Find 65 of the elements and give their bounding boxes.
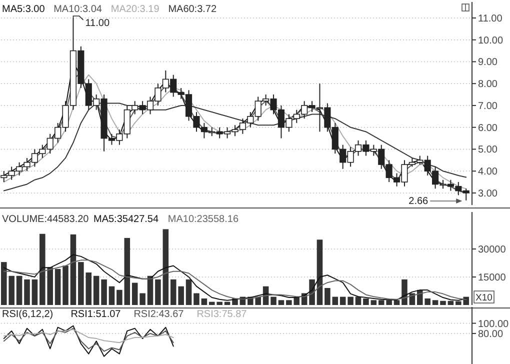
line-series (3, 325, 174, 357)
bar (201, 298, 208, 305)
y-tick-label: 100.00 (478, 318, 510, 330)
text: MA10:3.04 (54, 4, 102, 15)
bar (394, 300, 400, 305)
bar (440, 300, 446, 305)
y-tick-label: 8.00 (478, 79, 498, 90)
text: MA60:3.72 (168, 4, 218, 15)
bar (316, 240, 323, 305)
annotation: 11.00 (85, 18, 110, 29)
bar (355, 296, 362, 305)
bar (402, 279, 408, 305)
y-tick-label: 4.00 (478, 166, 498, 178)
text: MA20:3.19 (110, 4, 160, 15)
bar (155, 279, 161, 305)
chart-title: RSI(6,12,2) (2, 309, 54, 320)
bar (340, 296, 346, 305)
y-tick-label: 10.00 (478, 35, 504, 46)
bar (24, 279, 30, 305)
y-tick-label: 9.00 (478, 57, 498, 68)
bar (324, 288, 330, 305)
bar (348, 296, 354, 305)
bar (32, 279, 38, 305)
bar (16, 276, 22, 305)
text: RSI3:75.87 (196, 309, 248, 320)
bar (332, 296, 338, 305)
series-label: RSI2:43.67 (134, 309, 184, 320)
text: MA10:23558.16 (168, 214, 239, 225)
bar (147, 276, 154, 305)
y-tick-label: 80.00 (478, 328, 504, 340)
bar (54, 268, 61, 305)
y-tick-label: 5.00 (478, 144, 498, 156)
text: X10 (476, 292, 492, 304)
bar (224, 302, 230, 305)
series-label: VOLUME:44583.20 (2, 214, 90, 225)
text: MA5:3.00 (2, 4, 46, 15)
bar (162, 229, 169, 305)
y-tick-label: 3.00 (478, 188, 498, 200)
line-series (3, 328, 174, 352)
text: MA5:35427.54 (94, 214, 159, 225)
bar (370, 300, 377, 305)
bar (140, 293, 146, 305)
bar (62, 266, 68, 305)
bar (194, 293, 200, 305)
bar (186, 279, 192, 305)
bar (70, 234, 76, 305)
bar (432, 300, 438, 305)
bar (108, 286, 115, 305)
bar (448, 300, 454, 305)
y-tick-label: 11.00 (478, 13, 503, 24)
bar (101, 279, 107, 305)
y-tick-label: 6.00 (478, 122, 498, 134)
series-label: RSI1:51.07 (70, 309, 122, 320)
bar (363, 298, 369, 305)
annotation: 2.66 (408, 196, 429, 207)
y-tick-label: 15000 (478, 272, 506, 284)
line-series (3, 328, 174, 344)
bar (124, 238, 130, 305)
bar (132, 282, 138, 305)
bar (278, 300, 284, 305)
bar (93, 276, 100, 305)
y-tick-label: 30000 (478, 244, 506, 256)
y-tick-label: 7.00 (478, 100, 498, 112)
bar (270, 296, 276, 305)
bar (116, 290, 122, 305)
